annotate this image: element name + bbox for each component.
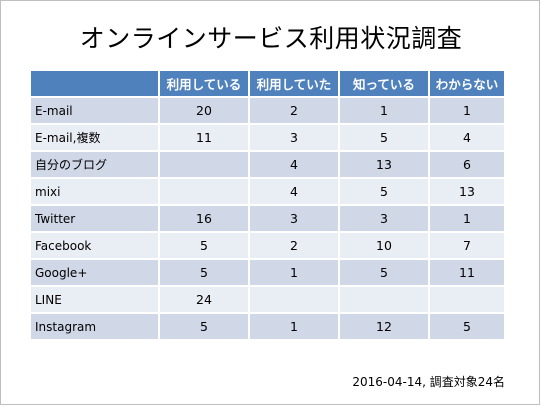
table-cell: 3 [250, 206, 338, 231]
header-used: 利用していた [250, 71, 338, 96]
table-cell: 12 [340, 314, 428, 339]
footer-note: 2016-04-14, 調査対象24名 [352, 375, 505, 389]
table-cell: 5 [430, 314, 504, 339]
table-cell: 1 [250, 260, 338, 285]
table-cell: 20 [160, 98, 248, 123]
header-know: 知っている [340, 71, 428, 96]
row-label: E-mail [31, 98, 158, 123]
table-cell [160, 152, 248, 177]
table-row: Instagram 5 1 12 5 [31, 314, 504, 339]
table-cell: 24 [160, 287, 248, 312]
row-label: Google+ [31, 260, 158, 285]
table-cell: 3 [340, 206, 428, 231]
table-cell: 5 [340, 179, 428, 204]
table-cell: 16 [160, 206, 248, 231]
row-label: Facebook [31, 233, 158, 258]
table-cell: 1 [340, 98, 428, 123]
survey-table: 利用している 利用していた 知っている わからない E-mail 20 2 1 … [29, 69, 506, 341]
row-label: Instagram [31, 314, 158, 339]
table-cell: 5 [160, 314, 248, 339]
table-cell: 1 [430, 206, 504, 231]
row-label: E-mail,複数 [31, 125, 158, 150]
table-cell: 3 [250, 125, 338, 150]
table-row: E-mail,複数 11 3 5 4 [31, 125, 504, 150]
table-cell: 6 [430, 152, 504, 177]
table-cell: 1 [430, 98, 504, 123]
table-row: Google+ 5 1 5 11 [31, 260, 504, 285]
row-label: Twitter [31, 206, 158, 231]
row-label: LINE [31, 287, 158, 312]
table-cell: 11 [160, 125, 248, 150]
row-label: 自分のブログ [31, 152, 158, 177]
table-cell: 2 [250, 98, 338, 123]
table-cell: 4 [250, 152, 338, 177]
table-cell: 5 [160, 233, 248, 258]
header-unknown: わからない [430, 71, 504, 96]
header-row: 利用している 利用していた 知っている わからない [31, 71, 504, 96]
table-cell: 7 [430, 233, 504, 258]
table-cell: 4 [430, 125, 504, 150]
table-cell: 2 [250, 233, 338, 258]
header-corner [31, 71, 158, 96]
table-row: mixi 4 5 13 [31, 179, 504, 204]
table-cell: 5 [340, 260, 428, 285]
header-using: 利用している [160, 71, 248, 96]
table-row: 自分のブログ 4 13 6 [31, 152, 504, 177]
table-cell: 4 [250, 179, 338, 204]
table-row: LINE 24 [31, 287, 504, 312]
table-cell [340, 287, 428, 312]
table-cell [430, 287, 504, 312]
table-row: Facebook 5 2 10 7 [31, 233, 504, 258]
table-cell: 10 [340, 233, 428, 258]
slide-title: オンラインサービス利用状況調査 [79, 24, 463, 53]
table-cell [160, 179, 248, 204]
table-cell: 5 [160, 260, 248, 285]
table-row: Twitter 16 3 3 1 [31, 206, 504, 231]
table-cell: 11 [430, 260, 504, 285]
table-cell: 13 [340, 152, 428, 177]
table-cell [250, 287, 338, 312]
table-row: E-mail 20 2 1 1 [31, 98, 504, 123]
row-label: mixi [31, 179, 158, 204]
table-cell: 13 [430, 179, 504, 204]
table-cell: 1 [250, 314, 338, 339]
table-cell: 5 [340, 125, 428, 150]
